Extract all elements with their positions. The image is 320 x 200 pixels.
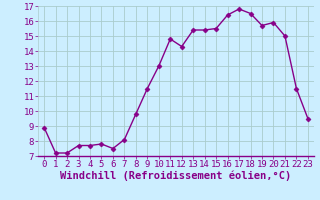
X-axis label: Windchill (Refroidissement éolien,°C): Windchill (Refroidissement éolien,°C) <box>60 171 292 181</box>
